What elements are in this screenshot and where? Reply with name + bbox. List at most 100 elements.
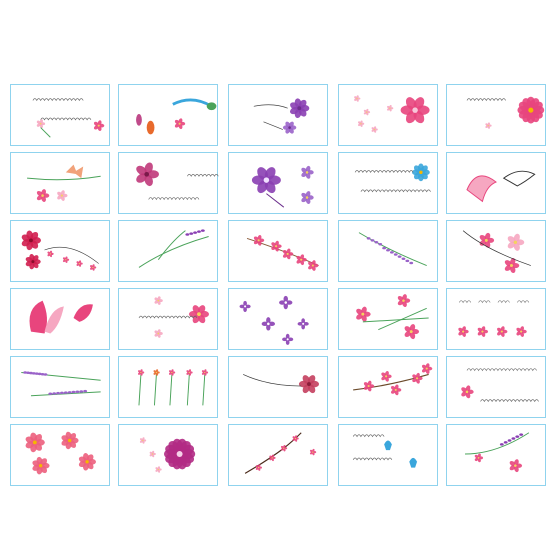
flower-mark [21,230,41,251]
flower-mark [279,295,293,310]
tattoo-design [352,434,418,468]
flower-mark [461,385,474,399]
flower-mark [138,369,145,376]
tattoo-card-pink-orchid-stems [338,288,438,350]
tattoo-design [21,371,101,397]
flower-mark [298,375,319,394]
tattoo-design [353,363,433,396]
flower-mark [90,264,97,271]
tattoo-card-butterfly-pink-flowers [10,152,110,214]
tattoo-design [138,229,209,268]
tattoo-card-coral-peonies [10,424,110,486]
flower-mark [169,369,176,376]
flower-mark [57,190,68,201]
flower-mark [400,97,430,124]
flower-mark [186,369,193,376]
flower-mark [32,456,50,475]
tattoo-card-purple-butterfly-flowers [228,288,328,350]
flower-mark [412,163,430,182]
tattoo-card-goldfish-peacock-feather [118,84,218,146]
tattoo-card-pink-flowers-text-row [446,288,546,350]
flower-mark [282,248,294,260]
flower-mark [139,437,147,444]
tattoo-design [139,437,196,473]
flower-mark [381,370,392,382]
flower-mark [36,119,46,128]
tattoo-card-pink-lotus-petals [10,288,110,350]
flower-mark [387,105,394,112]
tattoo-card-green-lavender-sprig [118,220,218,282]
tattoo-design [239,295,309,345]
flower-mark [36,189,50,203]
flower-mark [412,372,423,384]
flower-mark [25,432,45,453]
tattoo-design [27,164,101,203]
tattoo-card-pink-blossom-branch [228,220,328,282]
tattoo-design [354,163,431,193]
tattoo-design [25,431,97,475]
flower-mark [356,306,371,322]
flower-mark [477,326,489,337]
flower-mark [61,431,79,450]
flower-mark [296,254,307,266]
flower-mark [404,324,420,340]
tattoo-card-purple-lilies [228,152,328,214]
tattoo-design [136,98,217,135]
flower-mark [421,363,433,374]
tattoo-card-lavender-stalks [10,356,110,418]
flower-mark [309,448,317,456]
flower-mark [516,326,527,337]
tattoo-card-pink-dolphins [446,152,546,214]
tattoo-design [32,98,105,138]
flower-mark [363,108,371,116]
tattoo-card-blue-flower-script [338,152,438,214]
flower-mark [474,453,484,463]
flower-mark [282,121,297,134]
flower-mark [290,98,310,119]
flower-mark [271,240,282,252]
flower-mark [358,120,365,127]
flower-mark [25,254,41,270]
tattoo-design [465,432,530,473]
tattoo-card-script-with-flowers [446,356,546,418]
tattoo-design [458,300,530,337]
tattoo-design [138,369,209,406]
tattoo-design [21,230,99,271]
flower-mark [458,326,469,337]
flower-mark [504,258,520,274]
tattoo-design [466,96,545,129]
flower-mark [497,326,508,337]
tattoo-card-purple-peonies-lineart [228,84,328,146]
tattoo-card-red-roses-vine [10,220,110,282]
tattoo-card-pink-blossom-branch-2 [338,356,438,418]
tattoo-card-magenta-chrysanthemum [118,424,218,486]
flower-mark [154,329,163,338]
flower-mark [174,118,186,130]
flower-mark [253,234,265,246]
tattoo-card-hibiscus-script [118,152,219,214]
flower-mark [155,466,162,473]
tattoo-design [251,165,314,208]
tattoo-card-pink-flowers-script [10,84,110,146]
tattoo-card-pink-lily-branch [446,220,546,282]
flower-mark [292,435,299,442]
flower-mark [517,96,545,124]
flower-mark [255,464,262,471]
flower-mark [76,260,83,267]
tattoo-card-plum-blossom-branch [228,424,328,486]
tattoo-card-pink-rose-stem [228,356,328,418]
tattoo-card-pink-purple-spray [446,424,546,486]
flower-mark [507,233,525,251]
flower-mark [269,454,276,462]
flower-mark [308,260,319,271]
flower-mark [251,167,281,194]
tattoo-card-pink-lily-script [118,288,218,350]
flower-mark [301,165,314,179]
flower-mark [136,162,159,187]
flower-mark [62,256,70,263]
flower-mark [201,369,209,376]
tattoo-design [466,170,536,203]
tattoo-card-wildflower-stems [118,356,218,418]
tattoo-design [243,374,319,394]
